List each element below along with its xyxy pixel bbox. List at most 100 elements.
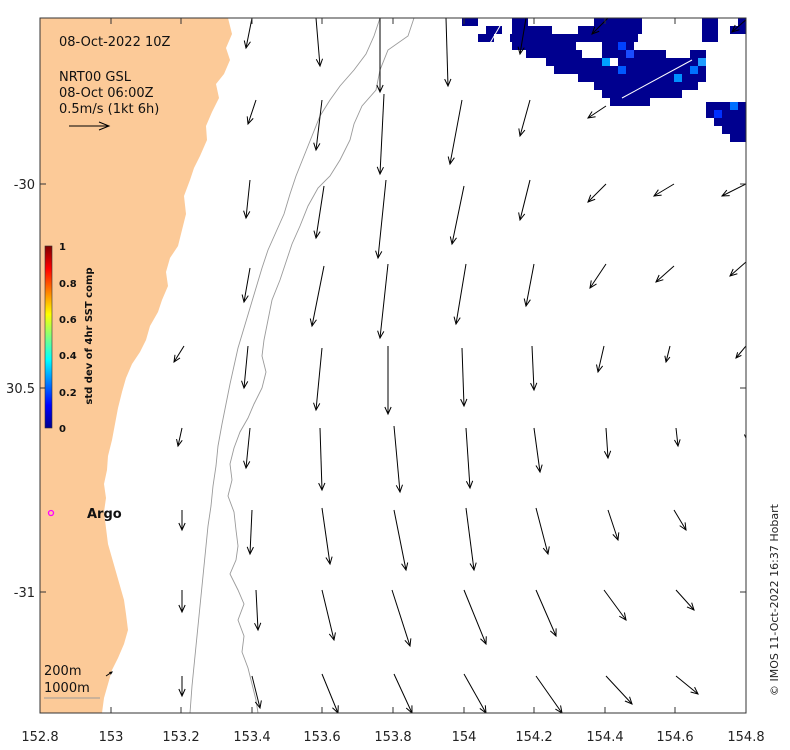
sst-cell bbox=[586, 66, 594, 74]
sst-cell bbox=[610, 66, 618, 74]
sst-cell bbox=[520, 42, 528, 50]
sst-cell bbox=[510, 34, 518, 42]
sst-cell bbox=[618, 58, 626, 66]
sst-cell bbox=[614, 34, 622, 42]
sst-cell bbox=[706, 102, 714, 110]
sst-cell bbox=[618, 98, 626, 106]
sst-cell bbox=[690, 82, 698, 90]
colorbar-tick-label: 0.4 bbox=[59, 351, 77, 362]
product-time-label: 08-Oct 06:00Z bbox=[59, 86, 154, 101]
sst-cell bbox=[618, 42, 626, 50]
sst-cell bbox=[602, 42, 610, 50]
sst-cell bbox=[602, 18, 610, 26]
sst-cell bbox=[722, 110, 730, 118]
current-vector bbox=[393, 673, 413, 713]
current-vector bbox=[605, 675, 633, 705]
sst-cell bbox=[526, 50, 534, 58]
sst-cell bbox=[702, 26, 710, 34]
current-vector bbox=[377, 263, 389, 340]
current-vector bbox=[523, 263, 535, 308]
sst-cell bbox=[618, 74, 626, 82]
sst-cell bbox=[512, 26, 520, 34]
sst-cell bbox=[674, 66, 682, 74]
sst-cell bbox=[710, 26, 718, 34]
current-vector bbox=[375, 179, 387, 260]
sst-cell bbox=[566, 50, 574, 58]
sst-cell bbox=[738, 110, 746, 118]
date-label: 08-Oct-2022 10Z bbox=[59, 35, 171, 50]
sst-cell bbox=[730, 134, 738, 142]
sst-cell bbox=[602, 90, 610, 98]
current-vector bbox=[384, 346, 392, 416]
current-vector bbox=[673, 509, 687, 532]
sst-cell bbox=[730, 110, 738, 118]
sst-cell bbox=[626, 74, 634, 82]
sst-cell bbox=[626, 82, 634, 90]
sst-cell bbox=[552, 42, 560, 50]
sst-cell bbox=[690, 58, 698, 66]
sst-cell bbox=[650, 50, 658, 58]
argo-label: Argo bbox=[87, 507, 122, 522]
current-vector bbox=[603, 427, 612, 460]
sst-cell bbox=[650, 82, 658, 90]
current-vector bbox=[465, 427, 474, 490]
current-vectors bbox=[105, 18, 746, 713]
sst-cell bbox=[558, 50, 566, 58]
sst-cell bbox=[642, 90, 650, 98]
current-vector bbox=[533, 427, 543, 474]
sst-cell bbox=[478, 34, 486, 42]
sst-cell bbox=[722, 102, 730, 110]
x-tick-label: 152.8 bbox=[21, 730, 58, 745]
contour-200m-label: 200m bbox=[44, 664, 81, 679]
current-vector bbox=[178, 510, 186, 532]
scale-label: 0.5m/s (1kt 6h) bbox=[59, 102, 159, 117]
x-tick-label: 154.8 bbox=[727, 730, 764, 745]
sst-cell bbox=[586, 74, 594, 82]
sst-cell bbox=[634, 50, 642, 58]
sst-cell bbox=[578, 58, 586, 66]
axis-ticks bbox=[39, 18, 747, 713]
sst-cell bbox=[610, 50, 618, 58]
sst-streak bbox=[621, 59, 693, 99]
sst-cell bbox=[610, 26, 618, 34]
current-vector bbox=[460, 347, 468, 408]
sst-cell bbox=[626, 42, 634, 50]
sst-cell bbox=[714, 110, 722, 118]
sst-cell bbox=[738, 26, 746, 34]
sst-cell bbox=[542, 50, 550, 58]
sst-cell bbox=[578, 26, 586, 34]
sst-cell bbox=[674, 82, 682, 90]
sst-cell bbox=[534, 34, 542, 42]
sst-cell bbox=[594, 58, 602, 66]
current-vector bbox=[664, 345, 671, 364]
sst-cell bbox=[650, 74, 658, 82]
sst-cell bbox=[568, 42, 576, 50]
sst-cell bbox=[634, 66, 642, 74]
sst-cell bbox=[626, 18, 634, 26]
sst-cell bbox=[486, 26, 494, 34]
x-tick-label: 154.4 bbox=[586, 730, 623, 745]
sst-cell bbox=[702, 18, 710, 26]
sst-cell bbox=[590, 34, 598, 42]
colorbar-title: std dev of 4hr SST comp bbox=[84, 267, 95, 404]
current-vector bbox=[463, 673, 487, 713]
y-tick-label: -31 bbox=[14, 586, 35, 601]
sst-cell bbox=[714, 102, 722, 110]
x-tick-label: 154 bbox=[452, 730, 477, 745]
current-vector bbox=[735, 345, 746, 359]
current-vector bbox=[731, 19, 746, 33]
current-vector bbox=[518, 179, 531, 222]
current-vector bbox=[655, 265, 675, 283]
current-vector bbox=[603, 589, 627, 621]
sst-cell bbox=[634, 26, 642, 34]
sst-cell bbox=[578, 74, 586, 82]
current-vector bbox=[675, 675, 699, 695]
colorbar-tick-label: 0 bbox=[59, 424, 66, 435]
sst-cell bbox=[666, 90, 674, 98]
sst-cell bbox=[642, 50, 650, 58]
sst-cell bbox=[618, 50, 626, 58]
sst-cell bbox=[698, 50, 706, 58]
sst-cell bbox=[486, 34, 494, 42]
current-vector bbox=[251, 675, 262, 710]
current-vector bbox=[589, 263, 607, 290]
